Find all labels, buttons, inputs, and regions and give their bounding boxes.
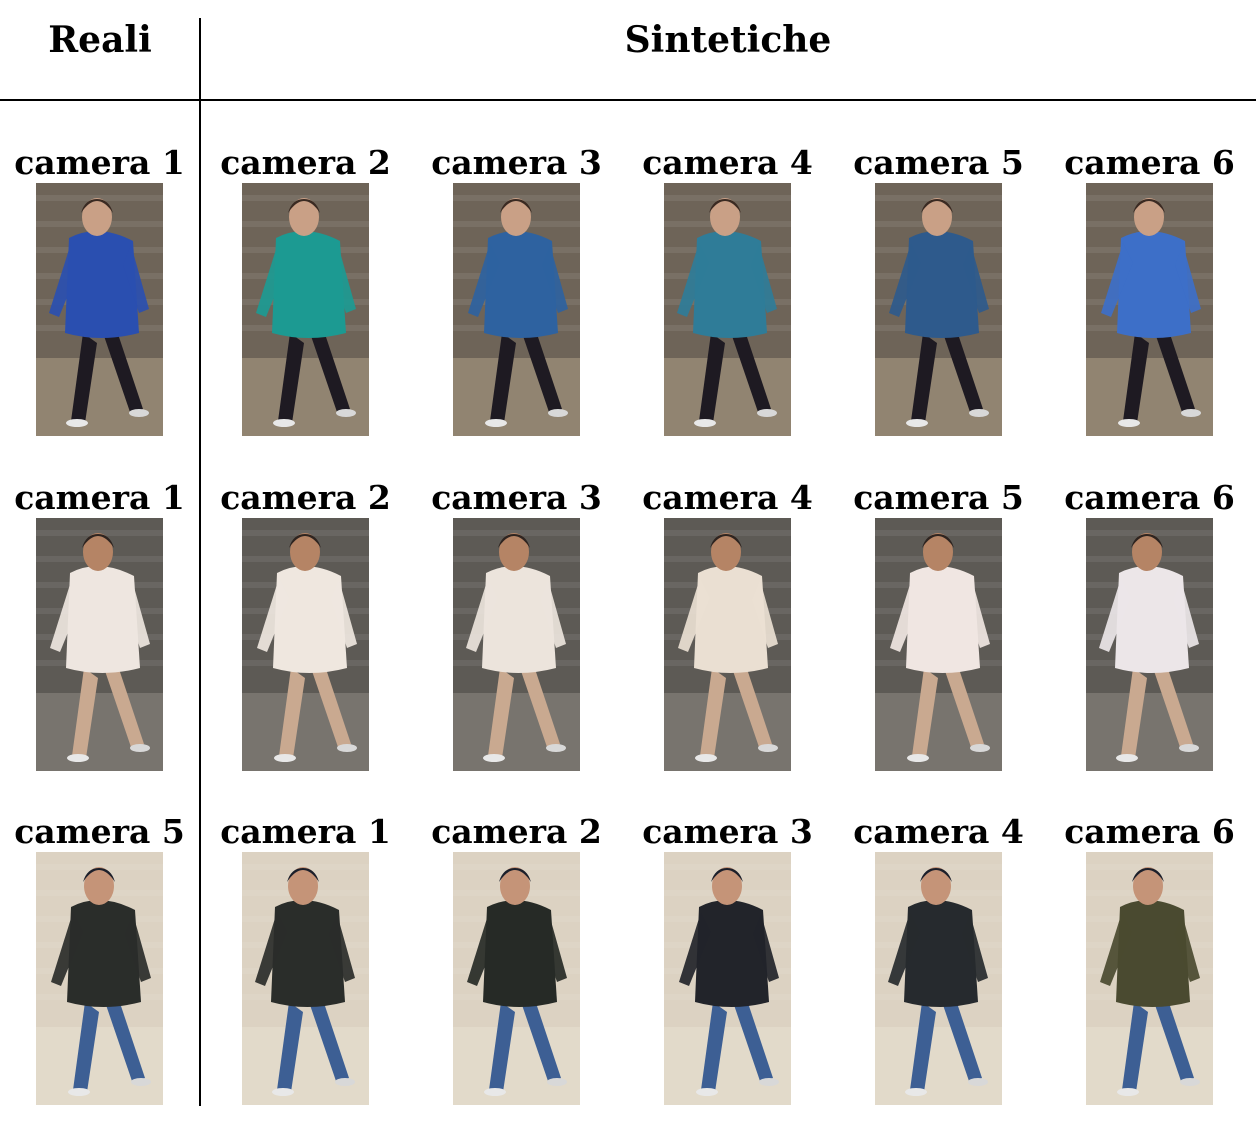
camera-label: camera 5 xyxy=(853,478,1024,517)
pedestrian-image xyxy=(664,183,791,436)
pedestrian-image xyxy=(36,518,163,771)
pedestrian-image xyxy=(1086,183,1213,436)
synthetic-image-cell: camera 6 xyxy=(1044,812,1255,1105)
synthetic-image-cell: camera 4 xyxy=(622,478,833,771)
person-figure xyxy=(664,183,791,436)
real-image-cell: camera 1 xyxy=(0,478,205,771)
real-image-cell: camera 5 xyxy=(0,812,205,1105)
person-figure xyxy=(453,518,580,771)
camera-label: camera 5 xyxy=(14,812,185,851)
camera-label: camera 5 xyxy=(853,143,1024,182)
camera-label: camera 1 xyxy=(14,478,185,517)
synthetic-image-cell: camera 5 xyxy=(833,143,1044,436)
camera-label: camera 4 xyxy=(853,812,1024,851)
column-divider xyxy=(199,18,201,1106)
person-figure xyxy=(875,518,1002,771)
camera-label: camera 2 xyxy=(220,143,391,182)
camera-label: camera 6 xyxy=(1064,143,1235,182)
camera-label: camera 2 xyxy=(220,478,391,517)
camera-label: camera 3 xyxy=(642,812,813,851)
person-figure xyxy=(36,518,163,771)
synthetic-image-cell: camera 3 xyxy=(622,812,833,1105)
person-figure xyxy=(1086,183,1213,436)
pedestrian-image xyxy=(36,183,163,436)
synthetic-image-cell: camera 2 xyxy=(200,478,411,771)
synthetic-image-cell: camera 6 xyxy=(1044,478,1255,771)
camera-label: camera 6 xyxy=(1064,478,1235,517)
pedestrian-image xyxy=(1086,852,1213,1105)
camera-label: camera 3 xyxy=(431,478,602,517)
camera-label: camera 4 xyxy=(642,143,813,182)
pedestrian-image xyxy=(875,518,1002,771)
pedestrian-image xyxy=(453,183,580,436)
synthetic-image-cell: camera 2 xyxy=(411,812,622,1105)
person-figure xyxy=(36,183,163,436)
synthetic-image-cell: camera 3 xyxy=(411,143,622,436)
person-figure xyxy=(242,183,369,436)
real-image-cell: camera 1 xyxy=(0,143,205,436)
person-figure xyxy=(664,852,791,1105)
camera-label: camera 2 xyxy=(431,812,602,851)
synthetic-image-cell: camera 4 xyxy=(833,812,1044,1105)
pedestrian-image xyxy=(875,183,1002,436)
pedestrian-image xyxy=(664,518,791,771)
person-figure xyxy=(36,852,163,1105)
camera-label: camera 6 xyxy=(1064,812,1235,851)
pedestrian-image xyxy=(453,518,580,771)
header-real: Reali xyxy=(48,19,152,61)
synthetic-image-cell: camera 2 xyxy=(200,143,411,436)
person-figure xyxy=(242,518,369,771)
camera-label: camera 1 xyxy=(14,143,185,182)
person-figure xyxy=(875,852,1002,1105)
synthetic-image-cell: camera 5 xyxy=(833,478,1044,771)
person-figure xyxy=(1086,518,1213,771)
person-figure xyxy=(242,852,369,1105)
synthetic-image-cell: camera 1 xyxy=(200,812,411,1105)
pedestrian-image xyxy=(242,852,369,1105)
synthetic-image-cell: camera 4 xyxy=(622,143,833,436)
pedestrian-image xyxy=(875,852,1002,1105)
header-divider xyxy=(0,99,1256,101)
person-figure xyxy=(453,183,580,436)
pedestrian-image xyxy=(1086,518,1213,771)
person-figure xyxy=(453,852,580,1105)
synthetic-image-cell: camera 3 xyxy=(411,478,622,771)
camera-label: camera 4 xyxy=(642,478,813,517)
person-figure xyxy=(664,518,791,771)
pedestrian-image xyxy=(36,852,163,1105)
person-figure xyxy=(1086,852,1213,1105)
header-synthetic: Sintetiche xyxy=(624,19,832,61)
pedestrian-image xyxy=(453,852,580,1105)
pedestrian-image xyxy=(242,518,369,771)
pedestrian-image xyxy=(664,852,791,1105)
pedestrian-image xyxy=(242,183,369,436)
person-figure xyxy=(875,183,1002,436)
camera-label: camera 1 xyxy=(220,812,391,851)
synthetic-image-cell: camera 6 xyxy=(1044,143,1255,436)
camera-label: camera 3 xyxy=(431,143,602,182)
